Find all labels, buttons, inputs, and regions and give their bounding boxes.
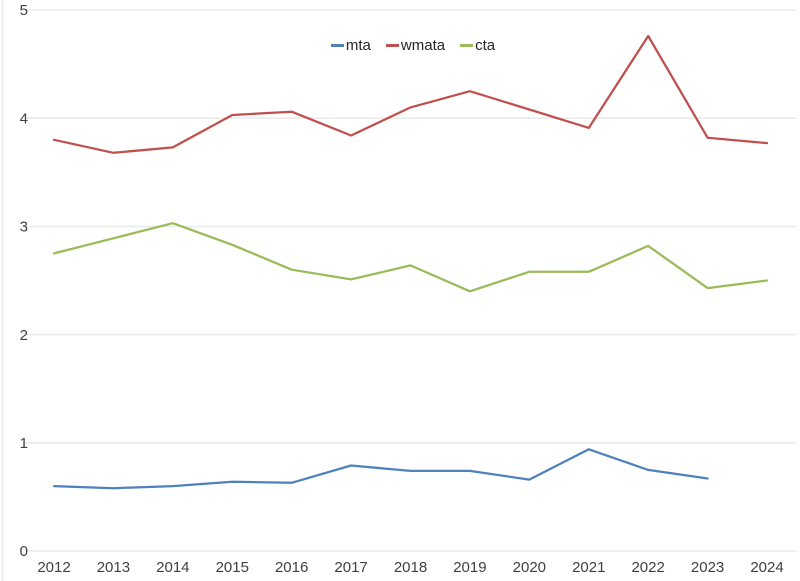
series-line-wmata	[52, 34, 769, 154]
y-tick-label: 4	[20, 110, 28, 127]
x-axis-label: 2020	[513, 559, 546, 576]
y-tick-label: 2	[20, 327, 28, 344]
x-axis-label: 2015	[216, 559, 249, 576]
x-axis-label: 2014	[156, 559, 189, 576]
x-axis-label: 2023	[691, 559, 724, 576]
y-tick-label: 0	[20, 543, 28, 560]
series-line-cta	[52, 222, 769, 293]
y-tick-label: 1	[20, 435, 28, 452]
x-axis-label: 2024	[750, 559, 783, 576]
x-axis-label: 2017	[334, 559, 367, 576]
x-axis-label: 2022	[631, 559, 664, 576]
x-axis-label: 2021	[572, 559, 605, 576]
x-axis-label: 2013	[97, 559, 130, 576]
series-line-mta	[52, 448, 709, 490]
x-axis-label: 2016	[275, 559, 308, 576]
x-axis-label: 2019	[453, 559, 486, 576]
x-axis-label: 2018	[394, 559, 427, 576]
y-tick-label: 5	[20, 2, 28, 19]
y-tick-label: 3	[20, 219, 28, 236]
x-axis-label: 2012	[37, 559, 70, 576]
